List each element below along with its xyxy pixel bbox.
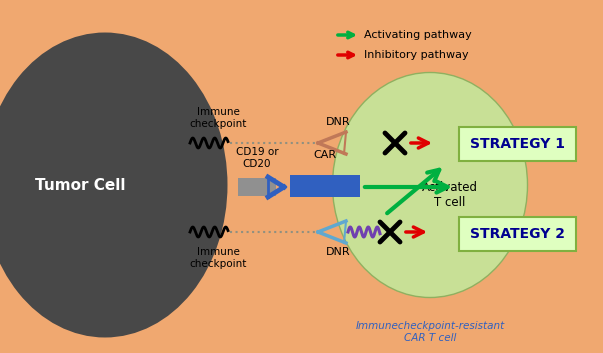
Ellipse shape xyxy=(332,72,528,298)
Text: DNR: DNR xyxy=(326,117,350,127)
Text: STRATEGY 2: STRATEGY 2 xyxy=(470,227,564,241)
Text: STRATEGY 1: STRATEGY 1 xyxy=(470,137,564,151)
Text: DNR: DNR xyxy=(326,247,350,257)
Text: CAR: CAR xyxy=(314,150,336,160)
Text: Activating pathway: Activating pathway xyxy=(364,30,472,40)
Ellipse shape xyxy=(0,32,227,337)
FancyBboxPatch shape xyxy=(459,217,576,251)
FancyBboxPatch shape xyxy=(459,127,576,161)
Text: Immunecheckpoint-resistant
CAR T cell: Immunecheckpoint-resistant CAR T cell xyxy=(355,321,505,343)
Text: Activated
T cell: Activated T cell xyxy=(422,181,478,209)
Text: Immune
checkpoint: Immune checkpoint xyxy=(189,247,247,269)
Text: CD19 or
CD20: CD19 or CD20 xyxy=(236,147,279,169)
FancyBboxPatch shape xyxy=(238,178,276,196)
Text: Tumor Cell: Tumor Cell xyxy=(35,178,125,192)
Text: Immune
checkpoint: Immune checkpoint xyxy=(189,107,247,129)
Text: Inhibitory pathway: Inhibitory pathway xyxy=(364,50,469,60)
FancyBboxPatch shape xyxy=(290,175,360,197)
